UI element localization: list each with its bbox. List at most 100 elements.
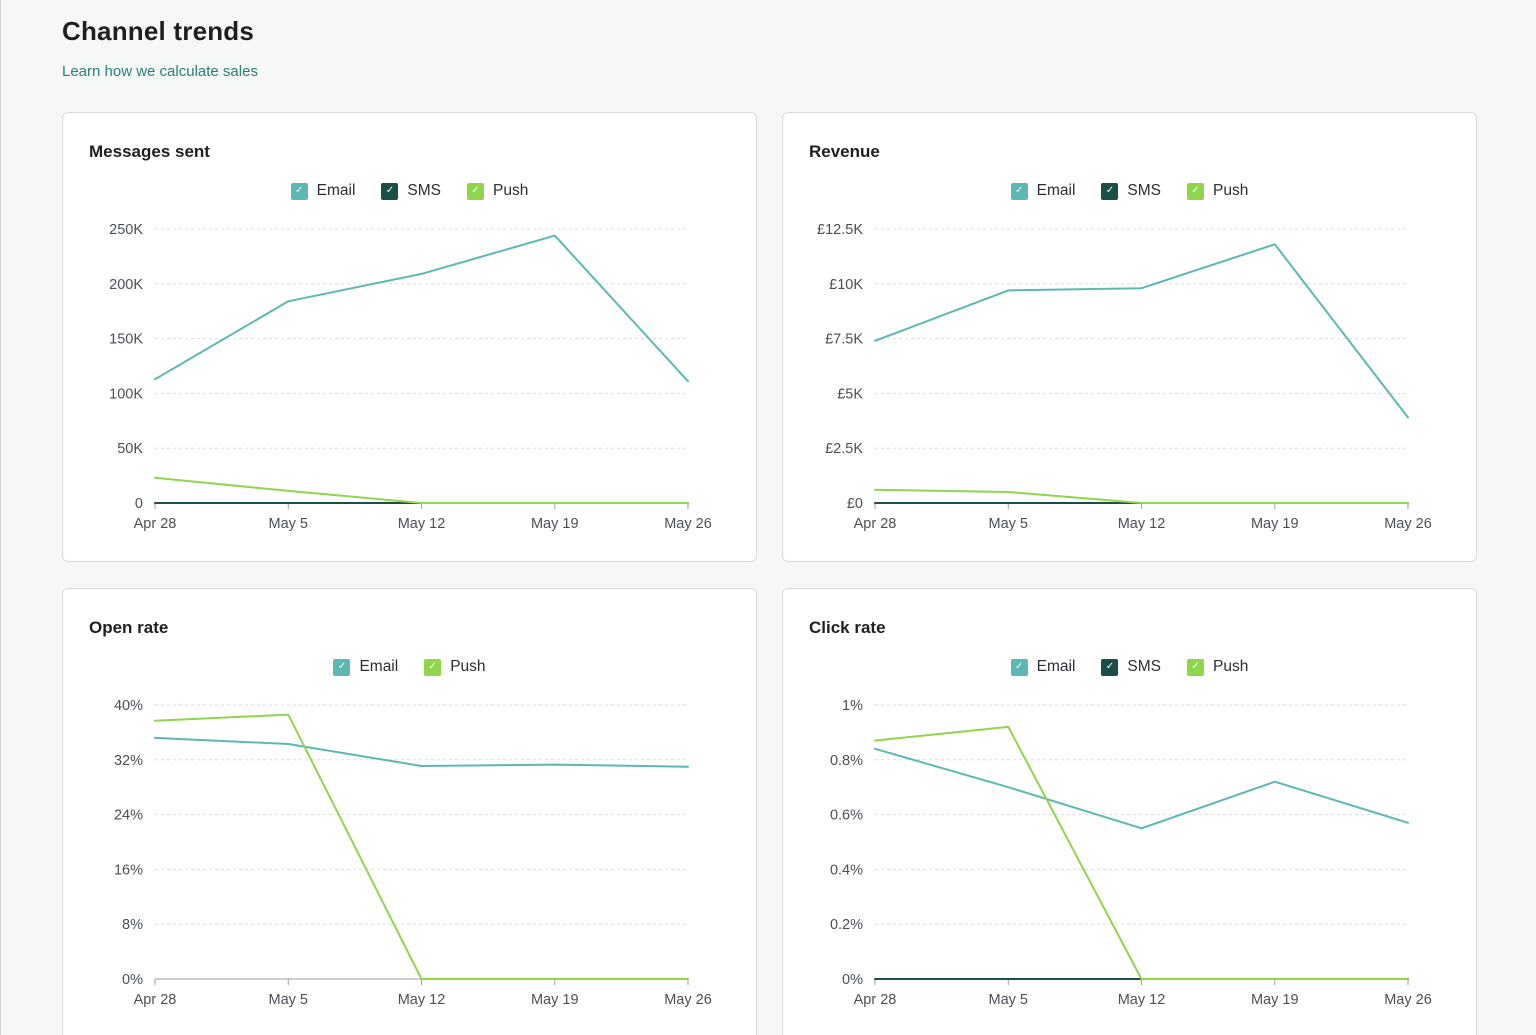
messages-sent-chart: 0 50K 100K 150K 200K 250K Apr 28 May 5 May 12 May… <box>109 222 712 532</box>
x-tick-label: May 19 <box>1251 992 1299 1008</box>
legend-label: Push <box>450 658 486 675</box>
y-tick-label: 16% <box>114 862 143 878</box>
checkbox-checked-icon[interactable]: ✓ <box>467 182 484 200</box>
y-tick-label: 1% <box>842 698 863 714</box>
x-tick-label: May 26 <box>664 992 712 1008</box>
series-line-email[interactable] <box>154 736 689 768</box>
checkbox-checked-icon[interactable]: ✓ <box>1187 658 1204 676</box>
x-tick-label: May 26 <box>1384 516 1432 532</box>
legend-label: Push <box>1213 182 1249 199</box>
series-line-email[interactable] <box>154 234 689 383</box>
x-tick-label: May 5 <box>269 516 309 532</box>
x-tick-label: May 26 <box>664 516 712 532</box>
card-title: Revenue <box>809 142 880 161</box>
y-tick-label: £12.5K <box>817 222 863 238</box>
revenue-card: Revenue ✓ Email ✓ SMS ✓ Push £0 £2.5K £5K £7.5K £… <box>782 112 1477 562</box>
y-tick-label: 0.8% <box>830 753 863 769</box>
legend-label: Push <box>493 182 529 199</box>
y-tick-label: 0% <box>122 972 143 988</box>
checkbox-checked-icon[interactable]: ✓ <box>1010 658 1028 676</box>
card-title: Messages sent <box>89 142 210 161</box>
legend-item-push[interactable]: ✓ Push <box>1187 182 1248 200</box>
x-tick-label: May 19 <box>1251 516 1299 532</box>
x-tick-label: Apr 28 <box>854 992 897 1008</box>
x-tick-label: May 12 <box>398 516 446 532</box>
legend-label: SMS <box>1127 658 1161 675</box>
checkbox-checked-icon[interactable]: ✓ <box>290 182 308 200</box>
y-tick-label: 150K <box>109 332 143 348</box>
checkbox-checked-icon[interactable]: ✓ <box>1101 658 1119 676</box>
series-line-push[interactable] <box>874 725 1409 980</box>
legend-label: Push <box>1213 658 1249 675</box>
y-tick-label: £5K <box>837 386 863 402</box>
messages-sent-card: Messages sent ✓ Email ✓ SMS ✓ Push 0 50K 100K 15… <box>62 112 757 562</box>
y-tick-label: £10K <box>829 277 863 293</box>
y-tick-label: 40% <box>114 698 143 714</box>
y-tick-label: 0.6% <box>830 808 863 824</box>
series-line-push[interactable] <box>154 713 689 980</box>
y-tick-label: 0 <box>135 496 143 512</box>
series-line-push[interactable] <box>874 488 1409 504</box>
chart-legend: ✓ Email ✓ Push <box>63 658 756 676</box>
series-line-push[interactable] <box>154 476 689 504</box>
y-tick-label: 24% <box>114 808 143 824</box>
legend-label: Email <box>1036 182 1076 199</box>
checkbox-checked-icon[interactable]: ✓ <box>333 658 351 676</box>
click-rate-chart: 0% 0.2% 0.4% 0.6% 0.8% 1% Apr 28 May 5 May 12 May… <box>830 698 1432 1008</box>
series-line-email[interactable] <box>874 747 1409 830</box>
chart-legend: ✓ Email ✓ SMS ✓ Push <box>783 658 1476 676</box>
legend-label: Email <box>1036 658 1076 675</box>
card-title: Click rate <box>809 618 886 637</box>
legend-label: Email <box>359 658 399 675</box>
checkbox-checked-icon[interactable]: ✓ <box>381 182 399 200</box>
click-rate-card: Click rate ✓ Email ✓ SMS ✓ Push 0% 0.2% 0.4% 0.6… <box>782 588 1477 1035</box>
legend-item-email[interactable]: ✓ Email <box>333 658 398 676</box>
x-tick-label: May 12 <box>1118 516 1166 532</box>
legend-item-push[interactable]: ✓ Push <box>1187 658 1248 676</box>
open-rate-chart: 0% 8% 16% 24% 32% 40% Apr 28 May 5 May 12 May 19 M… <box>114 698 712 1008</box>
x-tick-label: May 5 <box>989 516 1029 532</box>
learn-calculate-sales-link[interactable]: Learn how we calculate sales <box>62 63 258 80</box>
series-line-email[interactable] <box>874 243 1409 419</box>
chart-legend: ✓ Email ✓ SMS ✓ Push <box>63 182 756 200</box>
checkbox-checked-icon[interactable]: ✓ <box>1101 182 1119 200</box>
open-rate-card: Open rate ✓ Email ✓ Push 0% 8% 16% 24% 32% 40% Ap… <box>62 588 757 1035</box>
page-title: Channel trends <box>62 16 255 46</box>
revenue-chart: £0 £2.5K £5K £7.5K £10K £12.5K Apr 28 May 5 May … <box>817 222 1432 532</box>
x-tick-label: Apr 28 <box>854 516 897 532</box>
legend-item-sms[interactable]: ✓ SMS <box>381 182 441 200</box>
legend-item-sms[interactable]: ✓ SMS <box>1101 182 1161 200</box>
legend-item-email[interactable]: ✓ Email <box>1010 658 1076 676</box>
y-tick-label: 250K <box>109 222 143 238</box>
y-tick-label: 200K <box>109 277 143 293</box>
x-tick-label: May 12 <box>398 992 446 1008</box>
x-tick-label: May 5 <box>989 992 1029 1008</box>
legend-item-email[interactable]: ✓ Email <box>1010 182 1076 200</box>
x-tick-label: May 19 <box>531 992 579 1008</box>
card-title: Open rate <box>89 618 169 637</box>
legend-item-push[interactable]: ✓ Push <box>424 658 486 676</box>
y-tick-label: 0.2% <box>830 917 863 933</box>
y-tick-label: 8% <box>122 917 143 933</box>
legend-label: SMS <box>1127 182 1161 199</box>
checkbox-checked-icon[interactable]: ✓ <box>1010 182 1028 200</box>
x-tick-label: May 12 <box>1118 992 1166 1008</box>
x-tick-label: Apr 28 <box>134 992 177 1008</box>
legend-item-push[interactable]: ✓ Push <box>467 182 528 200</box>
legend-label: Email <box>316 182 356 199</box>
y-tick-label: 50K <box>117 441 143 457</box>
x-tick-label: May 5 <box>269 992 309 1008</box>
legend-item-email[interactable]: ✓ Email <box>290 182 356 200</box>
checkbox-checked-icon[interactable]: ✓ <box>1187 182 1204 200</box>
x-tick-label: May 19 <box>531 516 579 532</box>
checkbox-checked-icon[interactable]: ✓ <box>424 658 442 676</box>
chart-legend: ✓ Email ✓ SMS ✓ Push <box>783 182 1476 200</box>
legend-item-sms[interactable]: ✓ SMS <box>1101 658 1161 676</box>
y-tick-label: 32% <box>114 753 143 769</box>
x-tick-label: May 26 <box>1384 992 1432 1008</box>
y-tick-label: £2.5K <box>825 441 863 457</box>
y-tick-label: £7.5K <box>825 332 863 348</box>
y-tick-label: 0% <box>842 972 863 988</box>
y-tick-label: £0 <box>847 496 863 512</box>
